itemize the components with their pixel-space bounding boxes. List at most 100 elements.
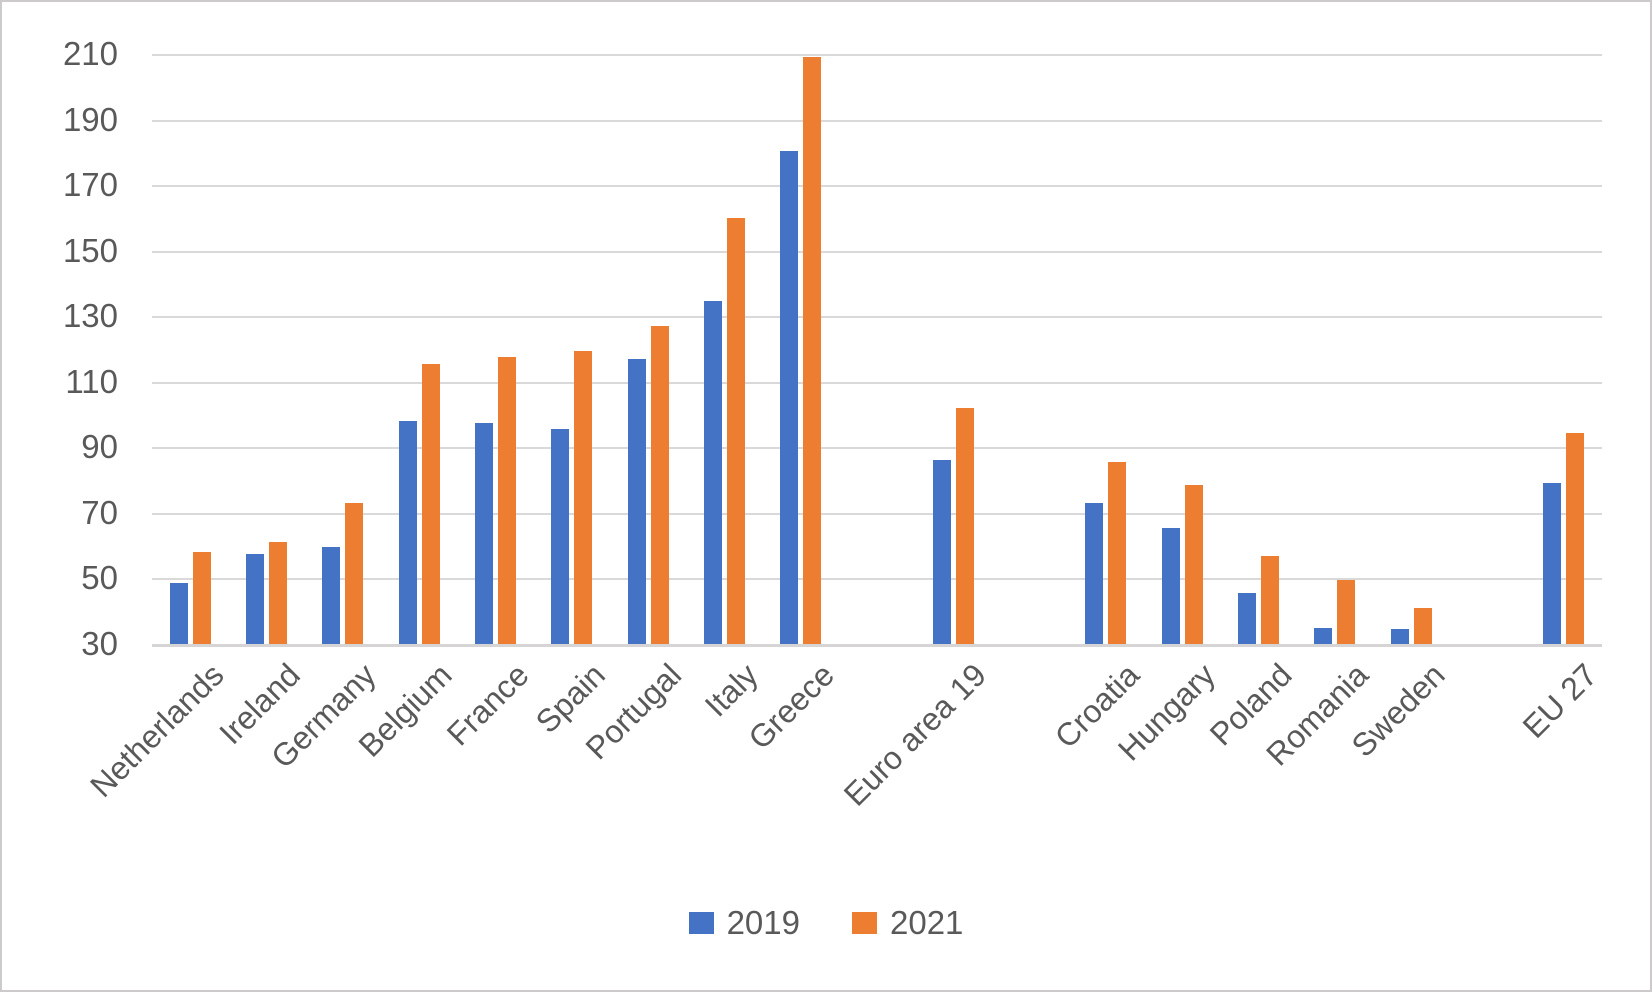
gridline — [152, 316, 1602, 319]
bar-2019-greece — [780, 150, 799, 644]
category-slot-belgium: Belgium — [352, 54, 459, 764]
bar-2021-greece — [803, 57, 822, 644]
bar-2021-croatia — [1108, 462, 1127, 644]
gridline — [152, 185, 1602, 188]
x-axis-label-netherlands: Netherlands — [82, 656, 231, 805]
category-slot-eu-27: EU 27 — [1515, 54, 1604, 745]
gridline — [152, 250, 1602, 253]
bar-pair-belgium — [398, 54, 440, 644]
category-slot-italy: Italy — [686, 54, 764, 724]
empty-slot — [839, 54, 915, 644]
y-tick-label-130: 130 — [62, 297, 118, 335]
gridline — [152, 119, 1602, 122]
bar-2019-belgium — [398, 421, 417, 644]
category-slot-ireland: Ireland — [212, 54, 307, 751]
category-slot-portugal: Portugal — [578, 54, 688, 766]
y-tick-label-150: 150 — [62, 231, 118, 269]
bar-2019-france — [474, 422, 493, 644]
bar-pair-greece — [780, 54, 822, 644]
category-slot-hungary: Hungary — [1111, 54, 1222, 768]
x-axis-line — [152, 644, 1602, 647]
bar-2019-sweden — [1390, 629, 1409, 644]
bar-2021-portugal — [650, 326, 669, 644]
y-tick-label-190: 190 — [62, 100, 118, 138]
bar-pair-spain — [551, 54, 593, 644]
category-slot-germany: Germany — [264, 54, 383, 775]
bar-pair-sweden — [1390, 54, 1432, 644]
legend-swatch-2019-icon — [688, 912, 714, 934]
y-tick-label-210: 210 — [62, 34, 118, 72]
x-axis-label-eu-27: EU 27 — [1515, 656, 1604, 745]
bar-2021-hungary — [1184, 485, 1203, 644]
gridline — [152, 578, 1602, 581]
bar-2021-sweden — [1413, 607, 1432, 644]
x-axis-label-greece: Greece — [741, 656, 841, 757]
gridline — [152, 447, 1602, 450]
bar-pair-netherlands — [169, 54, 211, 644]
bar-2021-germany — [345, 503, 364, 644]
category-slot-romania: Romania — [1259, 54, 1375, 773]
legend-swatch-2021-icon — [852, 912, 877, 934]
category-slot-greece: Greece — [741, 54, 841, 756]
bar-2019-croatia — [1085, 503, 1104, 644]
gridline — [152, 381, 1602, 384]
category-slot-poland: Poland — [1203, 54, 1299, 752]
bar-2019-spain — [551, 429, 570, 644]
bar-pair-romania — [1314, 54, 1356, 644]
legend-item-2019: 2019 — [688, 904, 800, 942]
bar-pair-croatia — [1085, 54, 1127, 644]
x-axis-label-italy: Italy — [697, 656, 765, 724]
plot-area: Netherlands Ireland Germany Belgium France Sp… — [63, 37, 1604, 813]
bar-pair-france — [474, 54, 516, 644]
x-axis-label-france: France — [439, 656, 536, 753]
bar-pair-germany — [322, 54, 364, 644]
bar-2021-poland — [1261, 555, 1280, 644]
category-slot-euro-area-19: Euro area 19 — [837, 54, 993, 813]
bar-2019-eu-27 — [1543, 483, 1562, 644]
bar-2021-italy — [726, 217, 745, 644]
bar-2019-portugal — [627, 358, 646, 644]
gridline — [152, 512, 1602, 515]
bar-2021-romania — [1337, 580, 1356, 644]
bar-2021-france — [497, 357, 516, 644]
y-tick-label-170: 170 — [62, 165, 118, 203]
y-tick-label-50: 50 — [81, 559, 118, 597]
legend: 2019 2021 — [2, 904, 1650, 942]
gridline — [152, 54, 1602, 56]
y-tick-label-90: 90 — [81, 428, 118, 466]
bar-2019-netherlands — [169, 583, 188, 644]
bar-pair-italy — [703, 54, 745, 644]
bar-2019-germany — [322, 547, 341, 644]
y-tick-label-30: 30 — [81, 624, 118, 662]
bar-pair-hungary — [1161, 54, 1203, 644]
bar-pair-euro-area-19 — [932, 54, 974, 644]
category-slot-france: France — [440, 54, 535, 752]
bar-pair-portugal — [627, 54, 669, 644]
bar-pair-poland — [1238, 54, 1280, 644]
bar-2021-spain — [574, 350, 593, 644]
bar-2019-poland — [1238, 593, 1257, 644]
bar-2019-italy — [703, 301, 722, 644]
category-slot-croatia: Croatia — [1048, 54, 1146, 755]
y-tick-label-70: 70 — [81, 493, 118, 531]
category-slot-sweden: Sweden — [1344, 54, 1451, 764]
bar-2019-ireland — [245, 553, 264, 644]
category-slot-spain: Spain — [528, 54, 612, 740]
x-axis-label-euro-area-19: Euro area 19 — [837, 656, 994, 813]
bar-2021-belgium — [421, 363, 440, 644]
bar-2019-romania — [1314, 627, 1333, 644]
bar-2019-euro-area-19 — [932, 460, 951, 644]
slots: Netherlands Ireland Germany Belgium France Sp… — [83, 54, 1604, 813]
category-slot-netherlands: Netherlands — [83, 54, 230, 804]
legend-label-2021: 2021 — [890, 904, 964, 941]
bar-2021-euro-area-19 — [955, 408, 974, 644]
bar-2021-netherlands — [192, 552, 211, 644]
empty-slot — [991, 54, 1067, 644]
bar-2021-eu-27 — [1566, 432, 1585, 644]
bar-pair-eu-27 — [1543, 54, 1585, 644]
bar-2021-ireland — [268, 542, 287, 644]
legend-label-2019: 2019 — [726, 904, 800, 941]
empty-slot — [1449, 54, 1525, 644]
legend-item-2021: 2021 — [852, 904, 963, 942]
